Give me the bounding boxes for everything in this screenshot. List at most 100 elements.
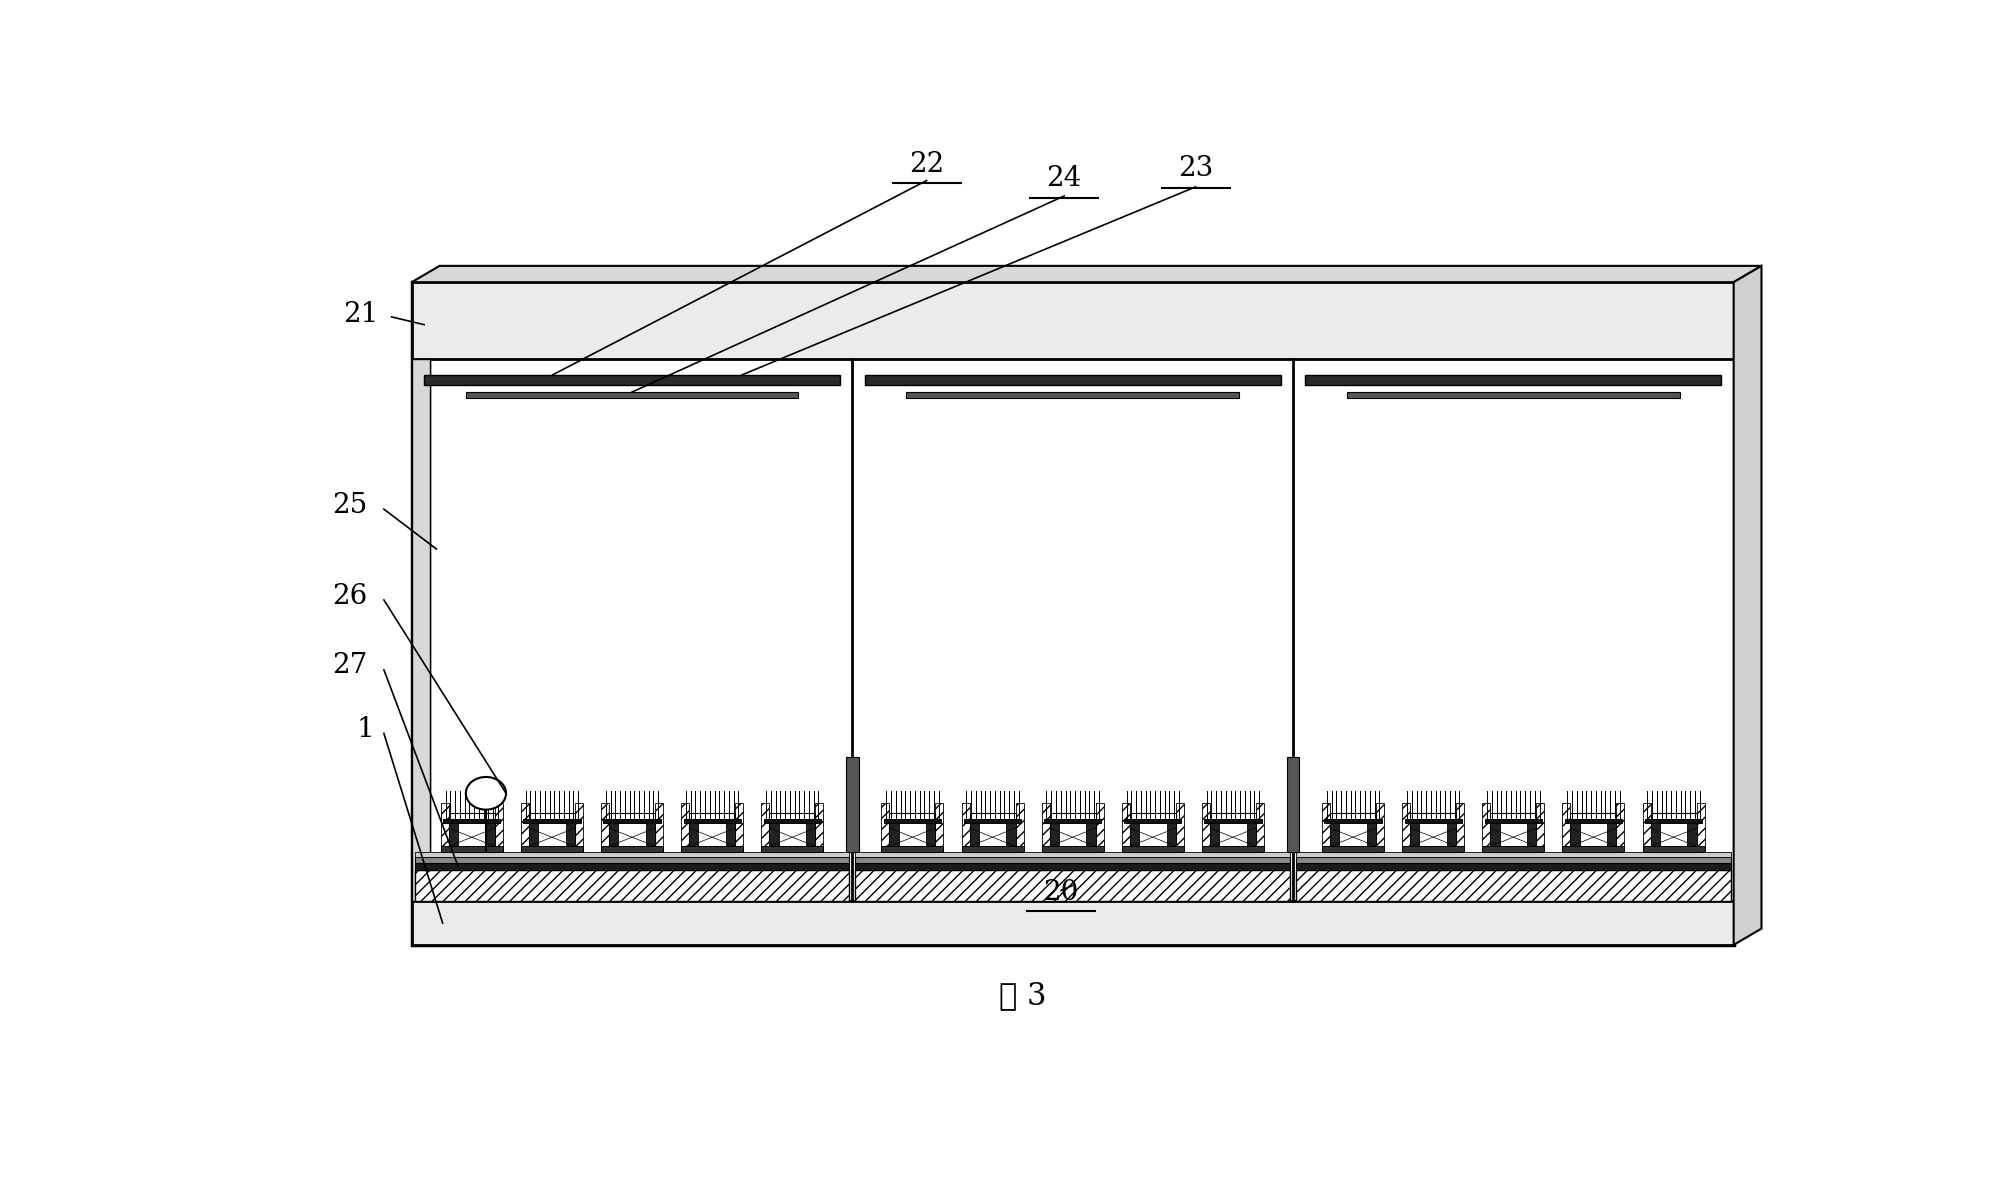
Bar bbox=[1325, 819, 1383, 823]
Bar bbox=[1041, 847, 1103, 852]
Bar bbox=[1650, 823, 1660, 847]
Bar bbox=[449, 814, 495, 852]
Bar bbox=[964, 819, 1021, 823]
Bar bbox=[411, 282, 1734, 944]
Polygon shape bbox=[411, 265, 1762, 282]
Bar bbox=[529, 823, 539, 847]
Bar bbox=[1402, 803, 1410, 852]
Bar bbox=[856, 852, 1291, 857]
Bar bbox=[1410, 823, 1418, 847]
Bar bbox=[1526, 823, 1536, 847]
Bar bbox=[764, 819, 820, 823]
Bar bbox=[1564, 819, 1622, 823]
Bar bbox=[415, 857, 850, 863]
Bar bbox=[1562, 847, 1624, 852]
Bar bbox=[449, 823, 459, 847]
Bar bbox=[1377, 803, 1385, 852]
Bar bbox=[1287, 757, 1299, 852]
Bar bbox=[970, 814, 1015, 852]
Bar bbox=[890, 814, 936, 852]
Bar bbox=[1049, 823, 1059, 847]
Bar bbox=[1323, 847, 1385, 852]
Bar bbox=[1367, 823, 1377, 847]
Bar bbox=[688, 814, 734, 852]
Bar bbox=[575, 803, 583, 852]
Bar bbox=[567, 823, 575, 847]
Bar bbox=[1688, 823, 1696, 847]
Bar bbox=[864, 375, 1281, 384]
Bar bbox=[602, 819, 660, 823]
Bar bbox=[906, 393, 1239, 399]
Bar bbox=[770, 814, 816, 852]
Bar bbox=[1125, 819, 1181, 823]
Bar bbox=[1297, 857, 1730, 863]
Bar bbox=[485, 823, 495, 847]
Bar bbox=[431, 360, 1734, 901]
Bar bbox=[1570, 823, 1580, 847]
Bar bbox=[1484, 819, 1542, 823]
Bar bbox=[1404, 819, 1462, 823]
Bar bbox=[1570, 814, 1616, 852]
Bar bbox=[856, 857, 1291, 863]
Bar bbox=[1402, 847, 1464, 852]
Bar bbox=[1129, 823, 1139, 847]
Bar bbox=[770, 823, 778, 847]
Bar bbox=[1043, 819, 1101, 823]
Bar bbox=[654, 803, 662, 852]
Bar bbox=[1175, 803, 1183, 852]
Bar bbox=[1247, 823, 1257, 847]
Bar bbox=[1562, 803, 1570, 852]
Bar bbox=[1121, 803, 1129, 852]
Bar bbox=[1536, 803, 1544, 852]
Bar bbox=[529, 814, 575, 852]
Bar bbox=[1201, 803, 1209, 852]
Bar bbox=[680, 847, 744, 852]
Bar bbox=[415, 852, 850, 857]
Bar bbox=[600, 847, 662, 852]
Bar bbox=[926, 823, 936, 847]
Text: 21: 21 bbox=[343, 302, 379, 329]
Bar bbox=[1490, 814, 1536, 852]
Bar bbox=[1297, 863, 1730, 870]
Bar bbox=[1095, 803, 1103, 852]
Bar bbox=[1331, 814, 1377, 852]
Text: 23: 23 bbox=[1177, 156, 1213, 183]
Bar bbox=[411, 901, 1734, 944]
Bar bbox=[465, 393, 798, 399]
Text: 24: 24 bbox=[1047, 165, 1081, 192]
Bar bbox=[846, 757, 858, 852]
Bar bbox=[726, 823, 734, 847]
Bar bbox=[608, 814, 654, 852]
Text: 22: 22 bbox=[910, 151, 944, 178]
Bar bbox=[646, 823, 654, 847]
Bar bbox=[856, 870, 1291, 901]
Bar bbox=[608, 823, 618, 847]
Bar bbox=[936, 803, 944, 852]
Bar bbox=[1696, 803, 1704, 852]
Bar bbox=[1015, 803, 1023, 852]
Bar bbox=[882, 803, 890, 852]
Bar bbox=[411, 360, 431, 901]
Bar bbox=[1209, 823, 1219, 847]
Bar bbox=[1129, 814, 1175, 852]
Bar bbox=[1642, 803, 1650, 852]
Bar bbox=[521, 803, 529, 852]
Bar bbox=[441, 803, 449, 852]
Bar bbox=[1482, 803, 1490, 852]
Bar bbox=[1446, 823, 1456, 847]
Bar bbox=[1650, 814, 1696, 852]
Bar bbox=[1041, 803, 1049, 852]
Polygon shape bbox=[1734, 265, 1762, 944]
Bar bbox=[1646, 819, 1702, 823]
Bar bbox=[1167, 823, 1175, 847]
Bar bbox=[816, 803, 824, 852]
Bar bbox=[1049, 814, 1095, 852]
Bar bbox=[1323, 803, 1331, 852]
Bar bbox=[1297, 870, 1730, 901]
Bar bbox=[1616, 803, 1624, 852]
Text: 26: 26 bbox=[333, 582, 367, 610]
Bar bbox=[415, 863, 850, 870]
Bar bbox=[415, 870, 850, 901]
Bar bbox=[521, 847, 583, 852]
Bar bbox=[1257, 803, 1265, 852]
